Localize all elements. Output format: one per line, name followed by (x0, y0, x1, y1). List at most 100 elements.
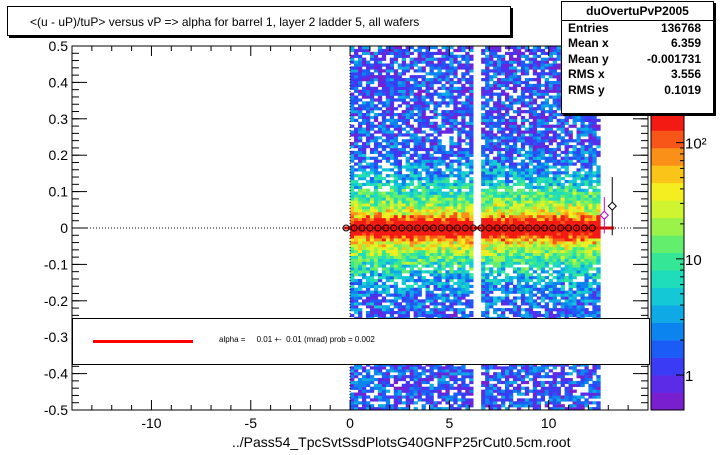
heatmap-cell (457, 217, 462, 222)
heatmap-cell (481, 191, 486, 195)
heatmap-cell (350, 92, 355, 96)
heatmap-cell (425, 203, 430, 207)
heatmap-cell (425, 133, 430, 137)
heatmap-cell (405, 395, 410, 399)
heatmap-cell (393, 293, 399, 297)
heatmap-cell (350, 197, 355, 201)
heatmap-cell (504, 203, 510, 207)
heatmap-cell (469, 63, 474, 67)
heatmap-cell (417, 200, 422, 204)
heatmap-cell (413, 57, 418, 61)
heatmap-cell (377, 153, 383, 157)
heatmap-cell (385, 145, 391, 149)
heatmap-cell (389, 150, 395, 155)
heatmap-cell (413, 191, 418, 195)
heatmap-cell (358, 75, 363, 79)
heatmap-cell (437, 156, 442, 160)
heatmap-cell (441, 290, 446, 294)
heatmap-cell (461, 89, 466, 93)
heatmap-cell (425, 83, 430, 88)
heatmap-cell (365, 267, 371, 271)
heatmap-cell (445, 398, 450, 402)
heatmap-cell (425, 179, 430, 184)
heatmap-cell (385, 287, 391, 291)
heatmap-cell (401, 278, 406, 283)
heatmap-cell (489, 46, 494, 50)
heatmap-cell (350, 185, 355, 189)
heatmap-cell (417, 278, 422, 283)
heatmap-cell (409, 206, 414, 210)
heatmap-cell (385, 273, 391, 277)
heatmap-cell (389, 83, 395, 88)
heatmap-cell (544, 168, 549, 172)
heatmap-cell (524, 127, 530, 131)
heatmap-cell (377, 179, 383, 184)
heatmap-cell (528, 232, 534, 236)
heatmap-cell (501, 229, 506, 233)
heatmap-cell (449, 165, 454, 169)
heatmap-cell (497, 60, 502, 64)
heatmap-cell (497, 194, 502, 198)
heatmap-cell (381, 101, 387, 105)
heatmap-cell (433, 179, 438, 184)
heatmap-cell (516, 369, 522, 373)
heatmap-cell (393, 145, 399, 149)
heatmap-cell (417, 229, 422, 233)
heatmap-cell (381, 110, 387, 114)
heatmap-cell (409, 372, 414, 376)
heatmap-cell (540, 101, 546, 105)
heatmap-cell (457, 232, 462, 236)
heatmap-cell (350, 369, 355, 373)
heatmap-cell (373, 209, 379, 213)
heatmap-cell (425, 305, 430, 309)
heatmap-cell (512, 302, 518, 306)
heatmap-cell (481, 313, 486, 318)
heatmap-cell (358, 136, 363, 140)
heatmap-cell (481, 86, 486, 90)
heatmap-cell (532, 206, 538, 210)
heatmap-cell (381, 246, 387, 251)
heatmap-cell (497, 398, 502, 402)
heatmap-cell (361, 112, 367, 117)
heatmap-cell (497, 244, 502, 248)
heatmap-cell (401, 296, 406, 300)
heatmap-cell (489, 229, 494, 233)
heatmap-cell (536, 290, 542, 294)
heatmap-cell (497, 249, 502, 254)
heatmap-cell (405, 308, 410, 312)
heatmap-cell (354, 281, 359, 286)
heatmap-cell (441, 194, 446, 198)
heatmap-cell (350, 398, 355, 402)
heatmap-cell (449, 369, 454, 373)
heatmap-cell (358, 232, 363, 236)
heatmap-cell (397, 78, 403, 82)
heatmap-cell (524, 290, 530, 294)
heatmap-cell (493, 165, 498, 169)
heatmap-cell (409, 203, 414, 207)
heatmap-cell (544, 194, 549, 198)
heatmap-cell (497, 281, 502, 286)
heatmap-cell (413, 401, 418, 405)
heatmap-cell (350, 235, 355, 239)
heatmap-cell (481, 281, 486, 286)
heatmap-cell (385, 214, 391, 219)
heatmap-cell (365, 191, 371, 195)
heatmap-cell (524, 197, 530, 201)
heatmap-cell (441, 273, 446, 277)
heatmap-cell (417, 92, 422, 96)
heatmap-cell (465, 302, 470, 306)
heatmap-cell (397, 51, 403, 56)
heatmap-cell (433, 244, 438, 248)
heatmap-cell (453, 153, 458, 157)
heatmap-cell (409, 115, 414, 120)
heatmap-cell (504, 191, 510, 195)
heatmap-cell (457, 127, 462, 131)
heatmap-cell (485, 380, 490, 385)
heatmap-cell (405, 290, 410, 294)
heatmap-cell (350, 404, 355, 408)
heatmap-cell (397, 264, 403, 268)
heatmap-cell (401, 363, 406, 367)
heatmap-cell (365, 182, 371, 187)
heatmap-cell (405, 182, 410, 187)
heatmap-cell (516, 363, 522, 367)
